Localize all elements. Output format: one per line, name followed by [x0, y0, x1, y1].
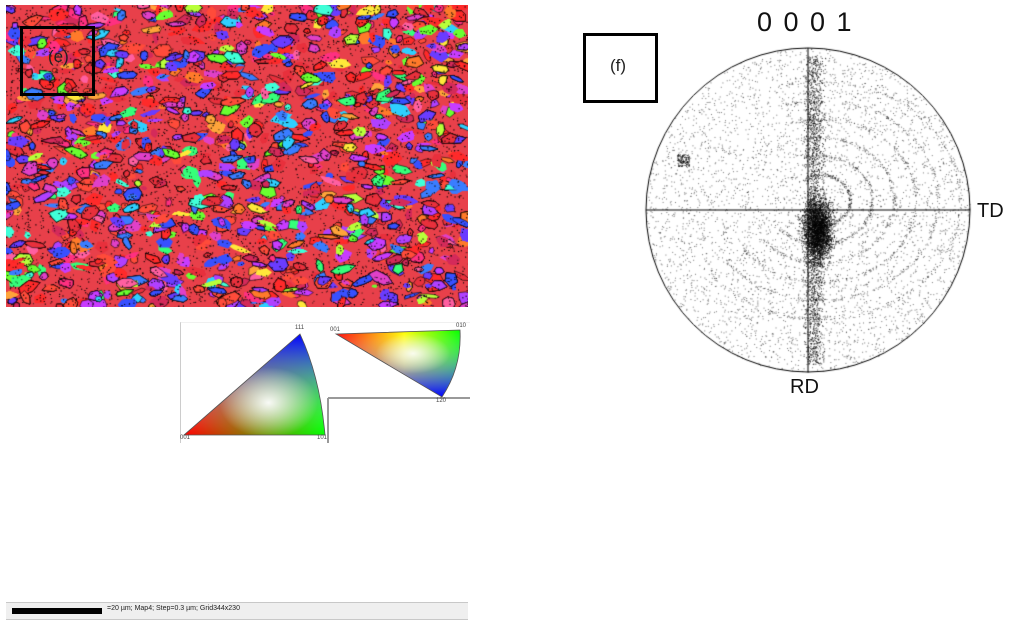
scalebar-area: =20 µm; Map4; Step=0.3 µm; Grid344x230	[6, 301, 468, 620]
panel-e-label: (e)	[48, 47, 69, 66]
ipf-label-001: 001	[180, 435, 191, 441]
ipf-label-120: 120	[436, 398, 447, 404]
scalebar-strip: =20 µm; Map4; Step=0.3 µm; Grid344x230	[6, 602, 468, 620]
ebsd-orientation-map	[6, 5, 468, 307]
ipf-color-key: 111 001 101 001 010 120	[180, 322, 470, 443]
panel-e-label-box	[20, 26, 95, 96]
ipf-label-010: 010	[456, 323, 467, 329]
ipf-label-111: 111	[295, 325, 305, 331]
ipf-label-001-2: 001	[330, 327, 341, 333]
ipf-triangle-2	[334, 329, 461, 398]
pole-figure-rd-label: RD	[790, 376, 819, 398]
pole-figure	[640, 38, 980, 393]
scalebar	[12, 608, 102, 614]
ipf-triangle-1	[182, 333, 326, 436]
pole-figure-td-label: TD	[977, 200, 1004, 222]
scalebar-text: =20 µm; Map4; Step=0.3 µm; Grid344x230	[107, 605, 240, 612]
pole-figure-canvas	[640, 38, 980, 393]
ipf-label-101: 101	[317, 435, 328, 441]
pole-figure-title: 0 0 0 1	[757, 7, 854, 37]
ebsd-map-canvas	[6, 5, 468, 307]
ipf-key-graphic	[180, 322, 470, 443]
panel-f-label: (f)	[610, 56, 627, 75]
